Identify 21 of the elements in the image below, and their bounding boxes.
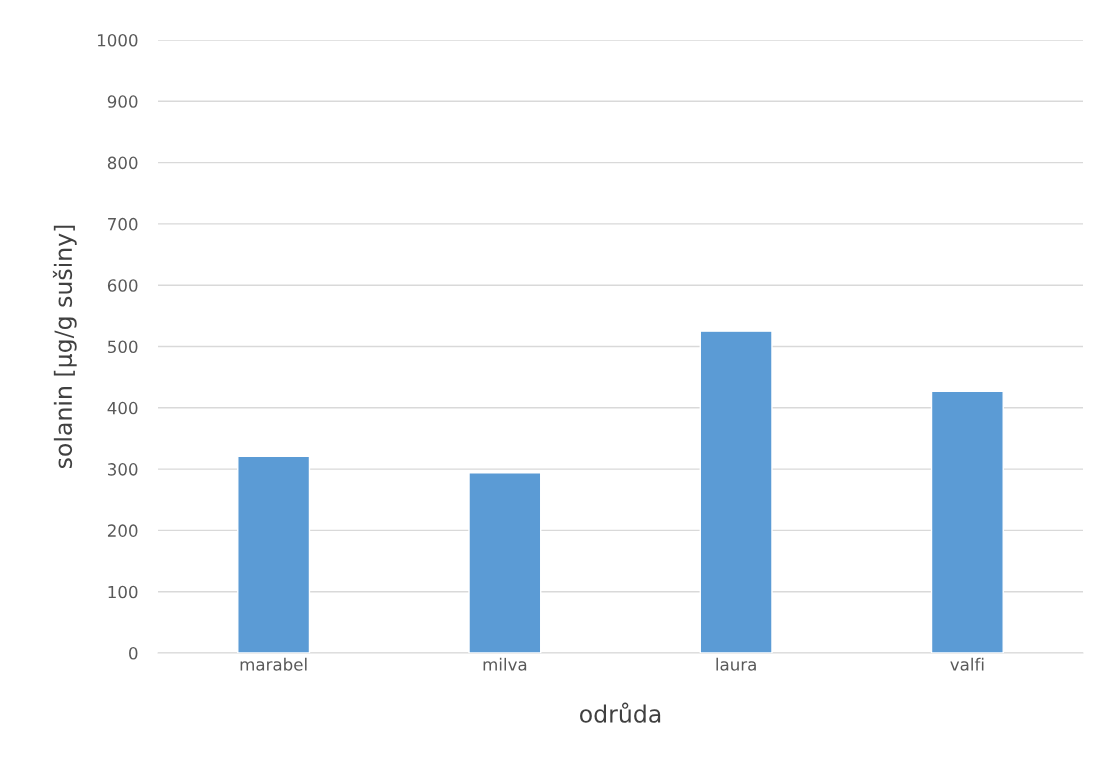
bar: [237, 455, 311, 653]
y-tick-label: 900: [107, 95, 138, 108]
x-tick-label: valfi: [950, 657, 984, 671]
y-tick-label: 600: [107, 279, 138, 292]
x-tick-label: laura: [716, 657, 756, 671]
y-tick-label: 100: [108, 585, 138, 599]
y-tick-label: 200: [107, 524, 138, 537]
x-tick-label: marabel: [240, 657, 307, 671]
y-tick-label: 1000: [97, 33, 138, 47]
bar: [468, 472, 542, 653]
y-tick-label: 500: [108, 340, 138, 354]
y-tick-label: 800: [107, 156, 138, 170]
y-tick-label: 700: [108, 217, 138, 231]
y-axis-title: solanin [µg/g sušiny]: [52, 225, 77, 469]
x-axis-title: odrůda: [580, 702, 661, 723]
y-tick-label: 400: [107, 401, 138, 415]
y-tick-label: 300: [108, 463, 138, 476]
bar: [699, 330, 773, 653]
y-tick-label: 0: [129, 646, 138, 660]
x-tick-label: milva: [483, 657, 527, 671]
bar: [930, 390, 1004, 653]
